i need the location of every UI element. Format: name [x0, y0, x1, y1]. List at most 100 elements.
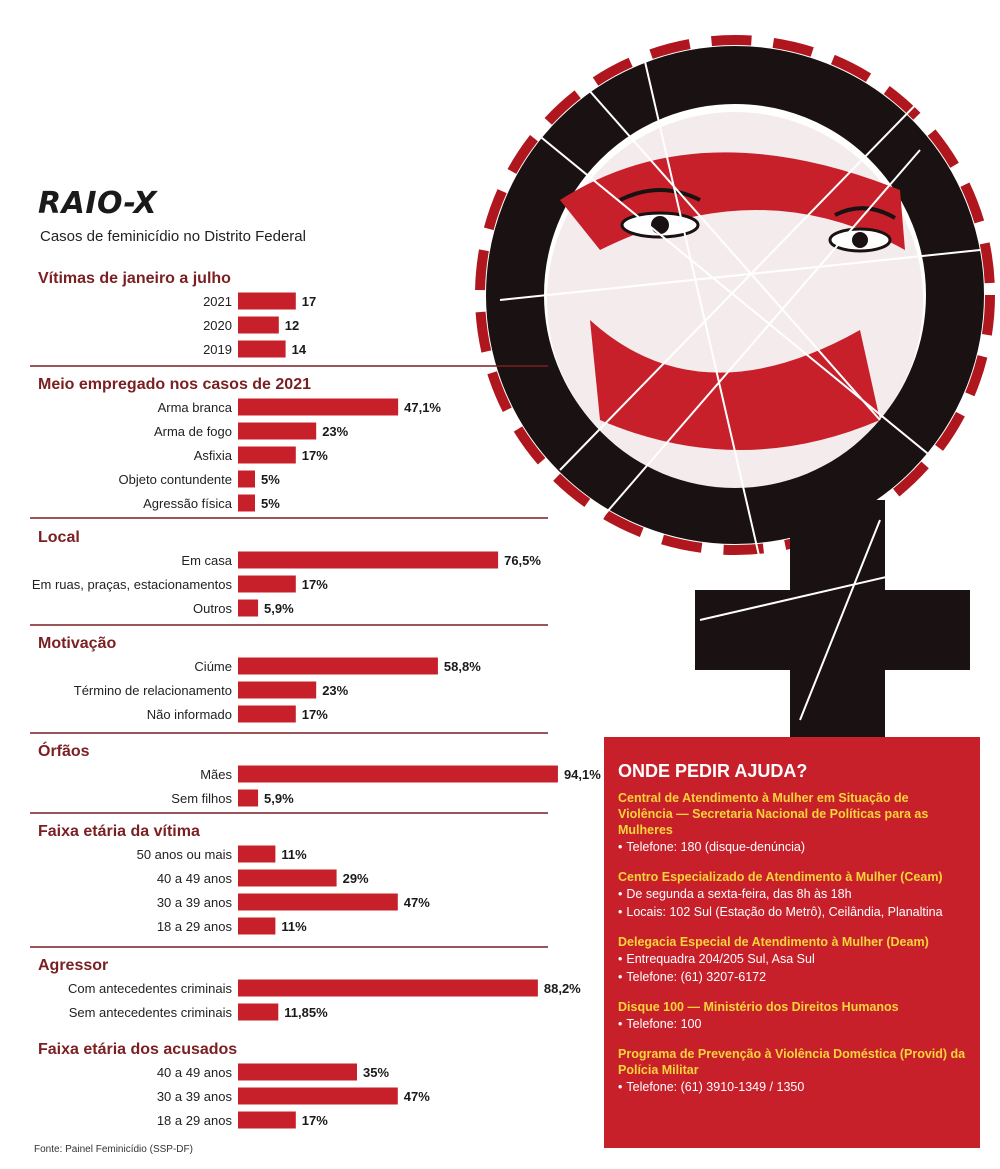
- bar: [238, 845, 276, 863]
- value-label: 94,1%: [564, 767, 601, 782]
- value-label: 11%: [281, 847, 307, 862]
- help-entry-title: Centro Especializado de Atendimento à Mu…: [618, 870, 943, 884]
- value-label: 5,9%: [264, 791, 294, 806]
- help-entry-item: • Telefone: (61) 3910-1349 / 1350: [618, 1080, 805, 1094]
- panel-title: Meio empregado nos casos de 2021: [38, 376, 311, 393]
- category-label: 18 a 29 anos: [157, 919, 233, 934]
- value-label: 5,9%: [264, 601, 294, 616]
- help-entry-title: Delegacia Especial de Atendimento à Mulh…: [618, 935, 929, 949]
- bar: [238, 705, 296, 723]
- help-entry: Delegacia Especial de Atendimento à Mulh…: [618, 934, 966, 986]
- help-entry: Centro Especializado de Atendimento à Mu…: [618, 869, 966, 921]
- bar: [238, 340, 286, 358]
- category-label: Em casa: [181, 553, 232, 568]
- page-subtitle: Casos de feminicídio no Distrito Federal: [40, 228, 306, 245]
- category-label: Em ruas, praças, estacionamentos: [32, 577, 233, 592]
- help-entry-title: Programa de Prevenção à Violência Domést…: [618, 1047, 966, 1077]
- category-label: Não informado: [147, 707, 232, 722]
- panel-title: Agressor: [38, 957, 108, 974]
- value-label: 35%: [363, 1065, 389, 1080]
- value-label: 47%: [404, 1089, 430, 1104]
- value-label: 23%: [322, 683, 348, 698]
- venus-ring: [475, 35, 995, 555]
- category-label: Término de relacionamento: [74, 683, 232, 698]
- shatter-lines: [499, 39, 981, 721]
- category-label: 40 a 49 anos: [157, 871, 233, 886]
- bar: [238, 1003, 279, 1021]
- help-entry-title: Central de Atendimento à Mulher em Situa…: [618, 791, 929, 837]
- help-entry-item: • Telefone: 180 (disque-denúncia): [618, 840, 805, 854]
- value-label: 17%: [302, 448, 328, 463]
- help-entry-item: • Entrequadra 204/205 Sul, Asa Sul: [618, 952, 815, 966]
- panel-title: Vítimas de janeiro a julho: [38, 270, 231, 287]
- help-entry-item: • De segunda a sexta-feira, das 8h às 18h: [618, 887, 852, 901]
- panel-title: Faixa etária da vítima: [38, 823, 200, 840]
- bar: [238, 470, 255, 488]
- category-label: Ciúme: [194, 659, 232, 674]
- help-title: ONDE PEDIR AJUDA?: [618, 761, 808, 781]
- value-label: 12: [285, 318, 299, 333]
- category-label: Outros: [193, 601, 233, 616]
- bar: [238, 917, 276, 935]
- category-label: 2021: [203, 294, 232, 309]
- value-label: 11,85%: [284, 1005, 328, 1020]
- page-title: RAIO-X: [38, 186, 158, 221]
- bar: [238, 681, 317, 699]
- panel-title: Local: [38, 529, 80, 546]
- venus-cross: [695, 500, 970, 760]
- category-label: Com antecedentes criminais: [68, 981, 233, 996]
- bar: [238, 446, 296, 464]
- value-label: 76,5%: [504, 553, 541, 568]
- category-label: Mães: [200, 767, 232, 782]
- value-label: 11%: [281, 919, 307, 934]
- help-entry: Programa de Prevenção à Violência Domést…: [618, 1046, 966, 1096]
- value-label: 5%: [261, 472, 280, 487]
- bar: [238, 893, 398, 911]
- bar: [238, 292, 296, 310]
- bar: [238, 316, 279, 334]
- category-label: Objeto contundente: [119, 472, 232, 487]
- category-label: Agressão física: [143, 496, 233, 511]
- help-entry-item: • Locais: 102 Sul (Estação do Metrô), Cei…: [618, 905, 943, 919]
- category-label: 50 anos ou mais: [137, 847, 233, 862]
- panel-title: Faixa etária dos acusados: [38, 1041, 237, 1058]
- bar: [238, 869, 337, 887]
- bar: [238, 398, 399, 416]
- source-note: Fonte: Painel Feminicídio (SSP-DF): [34, 1144, 193, 1155]
- category-label: 30 a 39 anos: [157, 1089, 233, 1104]
- bar: [238, 1087, 398, 1105]
- value-label: 29%: [343, 871, 369, 886]
- bar: [238, 551, 499, 569]
- help-entry-item: • Telefone: 100: [618, 1017, 702, 1031]
- value-label: 14: [292, 342, 307, 357]
- help-entry-item: • Telefone: (61) 3207-6172: [618, 970, 767, 984]
- bar: [238, 789, 259, 807]
- bar: [238, 599, 259, 617]
- value-label: 17%: [302, 707, 328, 722]
- bar: [238, 979, 538, 997]
- bar: [238, 657, 438, 675]
- value-label: 23%: [322, 424, 348, 439]
- help-panel: ONDE PEDIR AJUDA? Central de Atendimento…: [604, 737, 980, 1148]
- value-label: 17%: [302, 1113, 328, 1128]
- category-label: Sem filhos: [171, 791, 232, 806]
- help-entry-title: Disque 100 — Ministério dos Direitos Hum…: [618, 1000, 899, 1014]
- category-label: 2020: [203, 318, 232, 333]
- value-label: 17: [302, 294, 316, 309]
- category-label: 2019: [203, 342, 232, 357]
- value-label: 17%: [302, 577, 328, 592]
- value-label: 58,8%: [444, 659, 481, 674]
- bar: [238, 765, 558, 783]
- category-label: Sem antecedentes criminais: [69, 1005, 233, 1020]
- category-label: 40 a 49 anos: [157, 1065, 233, 1080]
- help-entry: Central de Atendimento à Mulher em Situa…: [618, 790, 966, 856]
- category-label: Arma branca: [158, 400, 233, 415]
- face-drawing: [547, 112, 923, 488]
- category-label: 30 a 39 anos: [157, 895, 233, 910]
- category-label: Asfixia: [194, 448, 233, 463]
- category-label: Arma de fogo: [154, 424, 232, 439]
- bar: [238, 1111, 296, 1129]
- value-label: 47%: [404, 895, 430, 910]
- bar: [238, 494, 255, 512]
